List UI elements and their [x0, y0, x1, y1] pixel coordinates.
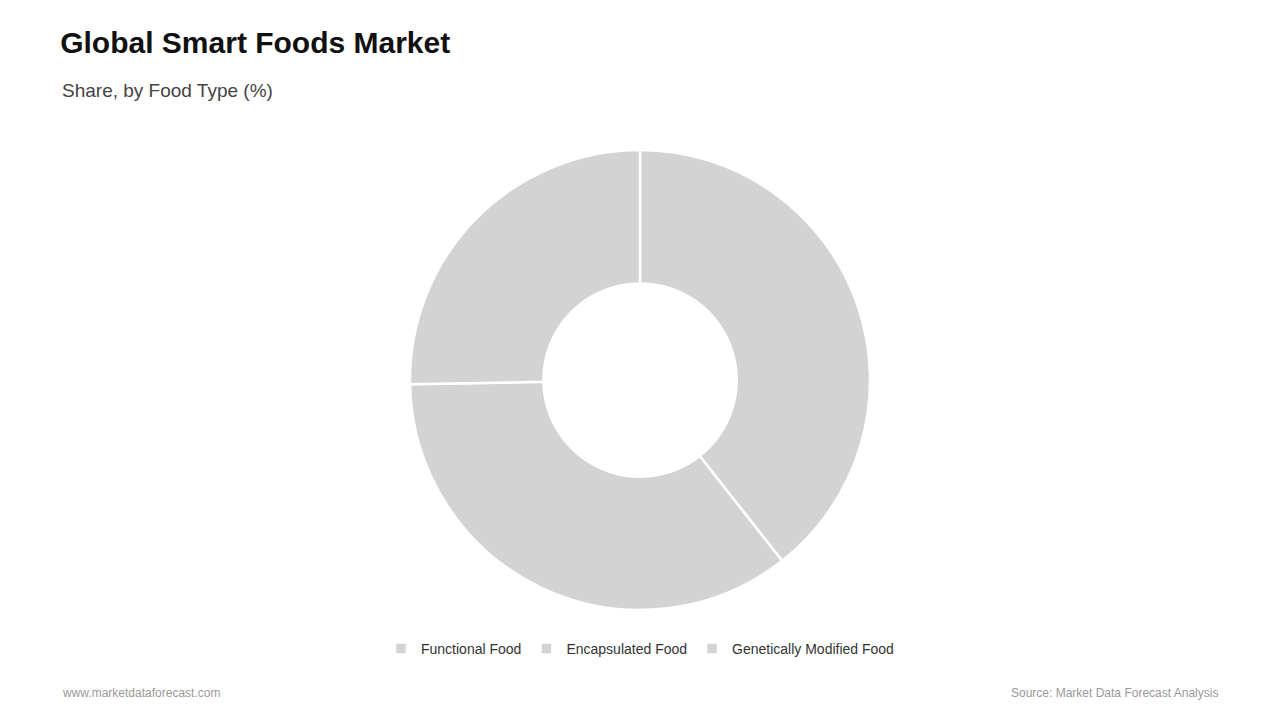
svg-text:Share, by Food Type (%): Share, by Food Type (%) — [62, 80, 273, 101]
svg-text:Genetically Modified Food: Genetically Modified Food — [732, 641, 894, 657]
svg-text:www.marketdataforecast.com: www.marketdataforecast.com — [62, 686, 220, 700]
svg-text:Source: Market Data Forecast A: Source: Market Data Forecast Analysis — [1011, 686, 1218, 700]
svg-text:Encapsulated Food: Encapsulated Food — [566, 641, 687, 657]
svg-text:Functional Food: Functional Food — [421, 641, 521, 657]
svg-text:Global Smart Foods Market: Global Smart Foods Market — [60, 26, 450, 59]
